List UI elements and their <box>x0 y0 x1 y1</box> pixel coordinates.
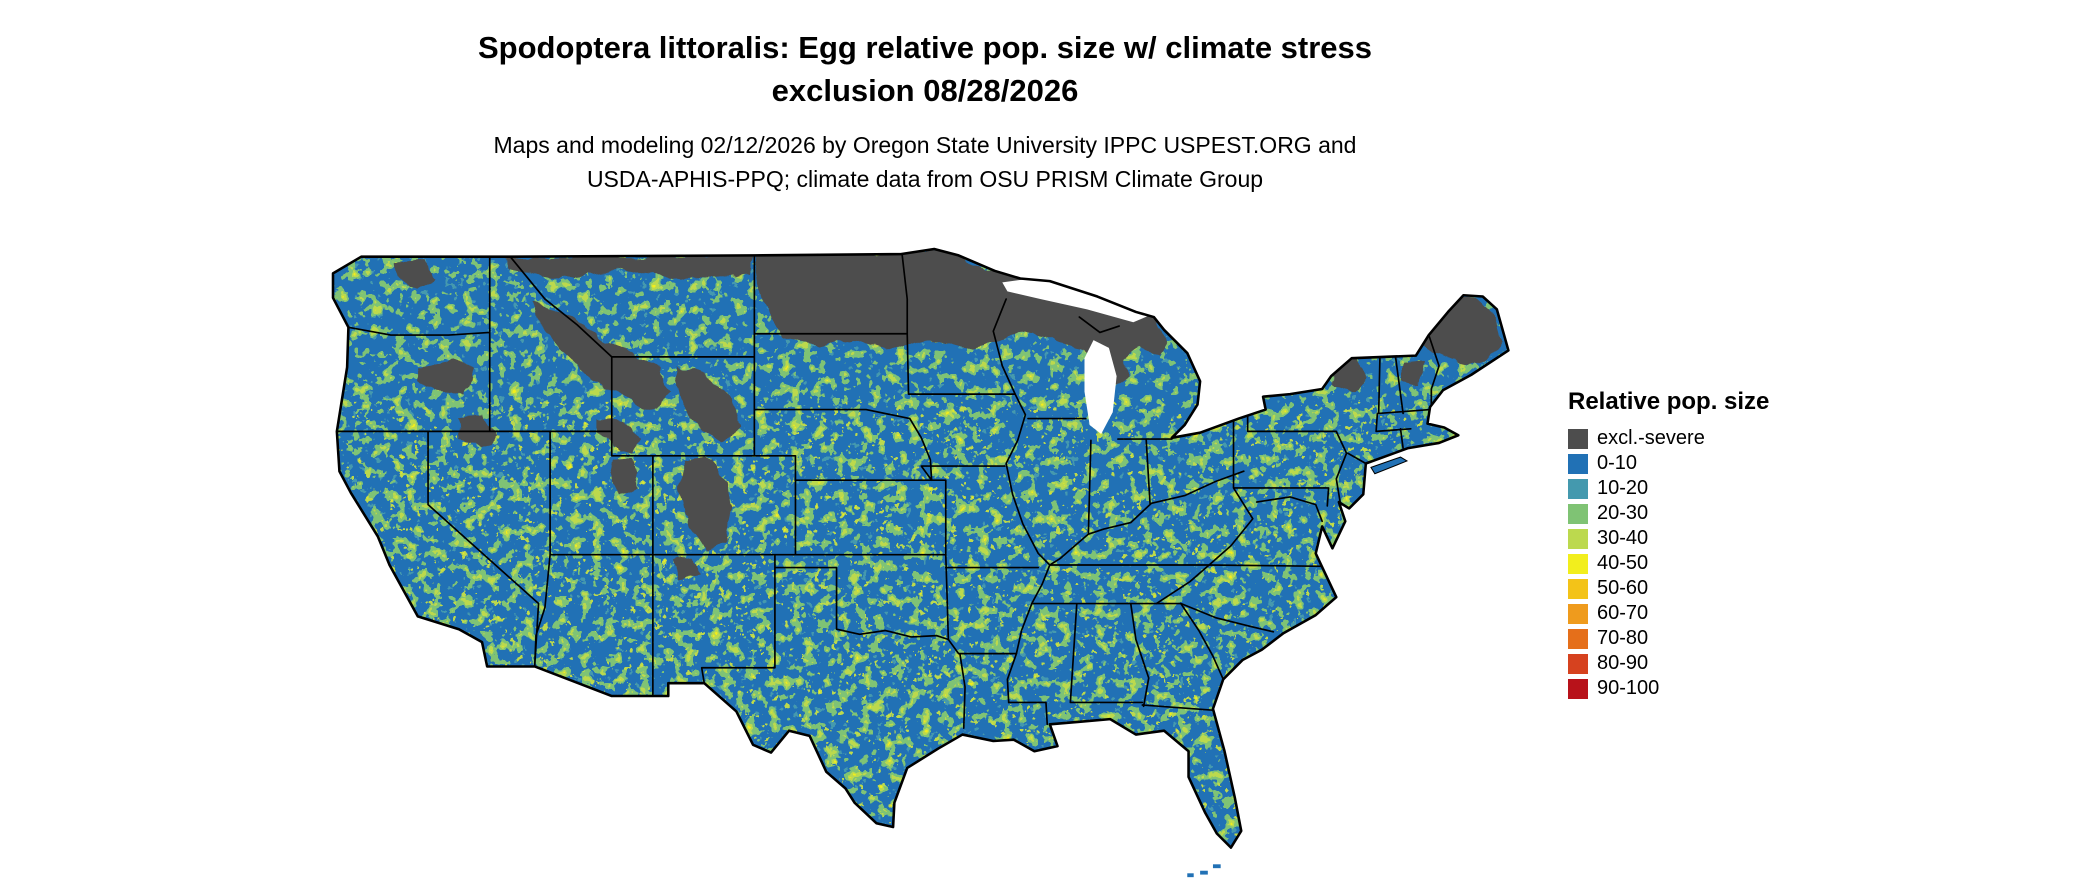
legend-item: excl.-severe <box>1568 426 1769 451</box>
map-title-line1: Spodoptera littoralis: Egg relative pop.… <box>477 30 1373 65</box>
legend-label: 80-90 <box>1597 652 1649 674</box>
legend-label: 90-100 <box>1597 677 1660 699</box>
legend-swatch <box>1568 578 1588 599</box>
map-header: Spodoptera littoralis: Egg relative pop.… <box>0 26 1850 196</box>
exclusion-washington-cascades <box>397 260 436 289</box>
exclusion-montana-border <box>506 255 751 279</box>
state-borders <box>336 253 1440 729</box>
legend-item: 10-20 <box>1568 476 1769 501</box>
legend-swatch <box>1568 603 1588 624</box>
exclusion-oregon-high-desert <box>419 359 474 393</box>
legend-label: 20-30 <box>1597 502 1649 524</box>
legend-label: 40-50 <box>1597 552 1649 574</box>
legend-swatch <box>1568 653 1588 674</box>
map-title: Spodoptera littoralis: Egg relative pop.… <box>0 26 1850 112</box>
legend-swatch <box>1568 453 1588 474</box>
legend-swatch <box>1568 553 1588 574</box>
map-subtitle-line1: Maps and modeling 02/12/2026 by Oregon S… <box>493 132 1357 158</box>
map-land <box>333 248 1509 848</box>
legend-label: 50-60 <box>1597 577 1649 599</box>
legend-label: 0-10 <box>1597 452 1638 474</box>
long-island <box>1370 456 1409 475</box>
us-choropleth-map <box>300 222 1535 890</box>
legend-swatch <box>1568 503 1588 524</box>
legend-label: 30-40 <box>1597 527 1649 549</box>
map-legend: Relative pop. size excl.-severe 0-10 10-20… <box>1568 388 1769 701</box>
legend-item: 80-90 <box>1568 651 1769 676</box>
legend-item: 0-10 <box>1568 451 1769 476</box>
legend-item: 90-100 <box>1568 676 1769 701</box>
legend-item: 60-70 <box>1568 601 1769 626</box>
state-borders-new-england <box>1375 334 1440 449</box>
exclusion-utah-wasatch <box>598 417 641 454</box>
national-border <box>331 247 1510 849</box>
florida-keys <box>1212 864 1221 869</box>
legend-swatch <box>1568 428 1588 449</box>
us-map-svg <box>331 247 1510 878</box>
legend-swatch <box>1568 528 1588 549</box>
legend-item: 40-50 <box>1568 551 1769 576</box>
great-lakes <box>1002 275 1149 434</box>
state-borders-rivers <box>992 298 1245 704</box>
legend-item: 30-40 <box>1568 526 1769 551</box>
map-title-line2: exclusion 08/28/2026 <box>771 73 1079 108</box>
state-borders-central <box>753 253 1326 729</box>
legend-items: excl.-severe 0-10 10-20 20-30 30-40 40-50 50-6… <box>1568 426 1769 701</box>
lake-michigan <box>1084 340 1117 434</box>
florida-keys <box>1187 873 1194 878</box>
map-subtitle-line2: USDA-APHIS-PPQ; climate data from OSU PR… <box>586 166 1264 192</box>
exclusion-utah-plateau <box>611 458 638 495</box>
legend-item: 20-30 <box>1568 501 1769 526</box>
florida-keys <box>1200 870 1208 875</box>
legend-title: Relative pop. size <box>1568 388 1770 415</box>
state-borders-west <box>336 254 950 697</box>
exclusion-idaho-yellowstone <box>532 301 671 410</box>
exclusion-northern-tier <box>753 248 1167 389</box>
legend-swatch <box>1568 478 1588 499</box>
state-borders-east <box>1027 316 1367 681</box>
map-subtitle: Maps and modeling 02/12/2026 by Oregon S… <box>0 128 1850 196</box>
lake-superior <box>1002 275 1149 323</box>
legend-item: 70-80 <box>1568 626 1769 651</box>
legend-label: 70-80 <box>1597 627 1649 649</box>
climate-exclusion-areas <box>397 248 1501 581</box>
legend-item: 50-60 <box>1568 576 1769 601</box>
exclusion-wyoming-ranges <box>673 365 741 443</box>
exclusion-white-mountains <box>1400 363 1422 386</box>
legend-label: 60-70 <box>1597 602 1649 624</box>
legend-swatch <box>1568 628 1588 649</box>
legend-label: excl.-severe <box>1597 427 1705 449</box>
exclusion-colorado-rockies <box>681 458 732 553</box>
offshore-land <box>1187 456 1409 878</box>
exclusion-new-mexico-highlands <box>670 556 698 581</box>
legend-label: 10-20 <box>1597 477 1649 499</box>
legend-swatch <box>1568 678 1588 699</box>
